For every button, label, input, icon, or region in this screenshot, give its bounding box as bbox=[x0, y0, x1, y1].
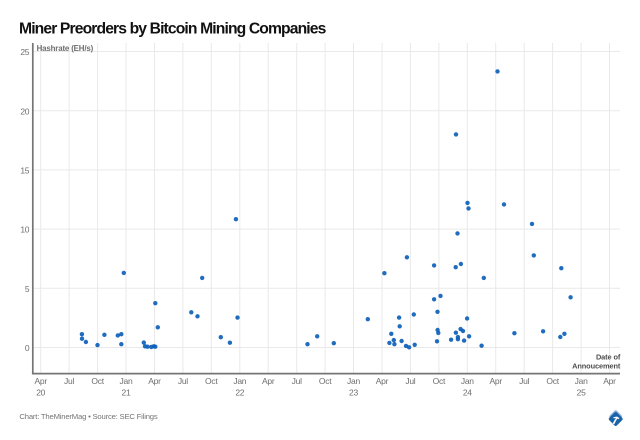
svg-text:20: 20 bbox=[20, 106, 29, 116]
svg-text:Chart: TheMinerMag • Source: S: Chart: TheMinerMag • Source: SEC Filings bbox=[19, 412, 157, 421]
svg-text:15: 15 bbox=[20, 166, 29, 176]
svg-text:Jul: Jul bbox=[405, 376, 415, 386]
svg-text:Apr: Apr bbox=[34, 376, 47, 386]
svg-text:Oct: Oct bbox=[205, 376, 218, 386]
svg-text:Apr: Apr bbox=[489, 376, 502, 386]
svg-text:Miner Preorders by Bitcoin Min: Miner Preorders by Bitcoin Mining Compan… bbox=[19, 21, 327, 38]
svg-text:20: 20 bbox=[36, 388, 45, 398]
svg-text:Oct: Oct bbox=[546, 376, 559, 386]
svg-text:23: 23 bbox=[349, 388, 358, 398]
svg-text:Hashrate (EH/s): Hashrate (EH/s) bbox=[37, 44, 94, 53]
svg-text:22: 22 bbox=[235, 388, 244, 398]
svg-text:Annoucement: Annoucement bbox=[572, 362, 621, 371]
svg-text:Jan: Jan bbox=[461, 376, 474, 386]
svg-text:Jul: Jul bbox=[64, 376, 74, 386]
svg-text:Oct: Oct bbox=[319, 376, 332, 386]
svg-text:Apr: Apr bbox=[148, 376, 161, 386]
svg-text:5: 5 bbox=[25, 284, 30, 294]
svg-text:Jan: Jan bbox=[575, 376, 588, 386]
svg-text:Apr: Apr bbox=[603, 376, 616, 386]
svg-text:10: 10 bbox=[20, 225, 29, 235]
svg-text:Date of: Date of bbox=[596, 352, 621, 361]
svg-text:Apr: Apr bbox=[262, 376, 275, 386]
svg-text:Jan: Jan bbox=[347, 376, 360, 386]
svg-text:25: 25 bbox=[20, 47, 29, 57]
svg-text:Oct: Oct bbox=[433, 376, 446, 386]
svg-text:Jan: Jan bbox=[233, 376, 246, 386]
svg-text:Oct: Oct bbox=[91, 376, 104, 386]
svg-text:24: 24 bbox=[463, 388, 472, 398]
svg-text:Jan: Jan bbox=[120, 376, 133, 386]
svg-text:Apr: Apr bbox=[376, 376, 389, 386]
svg-text:Jul: Jul bbox=[519, 376, 529, 386]
svg-text:Jul: Jul bbox=[292, 376, 302, 386]
svg-text:25: 25 bbox=[577, 388, 586, 398]
svg-text:0: 0 bbox=[25, 343, 30, 353]
svg-text:Jul: Jul bbox=[178, 376, 188, 386]
svg-text:21: 21 bbox=[122, 388, 131, 398]
